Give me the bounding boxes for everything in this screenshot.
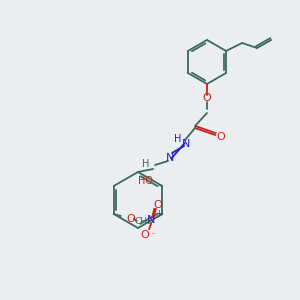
Text: H: H — [142, 159, 150, 169]
Text: ⁻: ⁻ — [150, 230, 154, 239]
Text: HO: HO — [138, 176, 153, 186]
Text: O: O — [202, 93, 211, 103]
Text: N: N — [182, 139, 190, 149]
Text: N: N — [166, 153, 174, 163]
Text: +: + — [155, 209, 162, 218]
Text: O: O — [141, 230, 150, 240]
Text: CH₃: CH₃ — [134, 218, 151, 226]
Text: N: N — [147, 215, 155, 225]
Text: O: O — [126, 214, 135, 224]
Text: O: O — [154, 200, 163, 210]
Text: H: H — [174, 134, 182, 144]
Text: O: O — [217, 132, 225, 142]
